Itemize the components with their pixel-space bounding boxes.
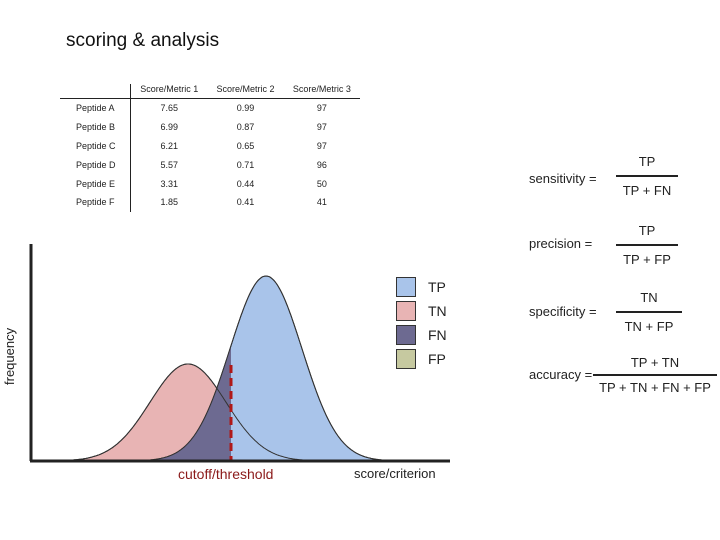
table-row: Peptide A 7.65 0.99 97	[60, 98, 360, 118]
row-label: Peptide E	[60, 174, 131, 193]
cell-metric-2: 0.71	[236, 159, 255, 170]
cell-metric-2: 0.99	[236, 103, 255, 114]
legend: TP TN FN FP	[396, 275, 447, 371]
cell-metric-2: 0.44	[236, 178, 255, 189]
legend-swatch-fp	[396, 349, 416, 369]
cell-metric-1: 6.21	[160, 140, 178, 151]
cell-metric-1: 5.57	[160, 159, 178, 170]
cell-metric-1: 6.99	[160, 122, 178, 133]
row-label: Peptide A	[60, 98, 131, 118]
accuracy-numerator: TP + TN	[630, 355, 680, 370]
cell-metric-3: 96	[316, 159, 327, 170]
legend-label-tn: TN	[428, 303, 447, 319]
legend-label-tp: TP	[428, 279, 446, 295]
cell-metric-3: 97	[316, 122, 327, 133]
row-label: Peptide C	[60, 136, 131, 156]
specificity-fraction: TN TN + FP	[612, 290, 686, 334]
cell-metric-3: 97	[316, 103, 327, 114]
x-axis-label: score/criterion	[354, 466, 436, 481]
specificity-numerator: TN	[640, 290, 658, 305]
table-header-corner	[60, 84, 131, 99]
specificity-fraction-bar	[616, 311, 682, 313]
table-row: Peptide B 6.99 0.87 97	[60, 117, 360, 137]
false-negative-area	[40, 345, 231, 461]
row-label: Peptide D	[60, 155, 131, 175]
distribution-plot	[29, 244, 450, 463]
cell-metric-1: 3.31	[160, 178, 178, 189]
table-header-row: Score/Metric 1 Score/Metric 2 Score/Metr…	[60, 84, 360, 99]
legend-item-fn: FN	[396, 323, 447, 347]
legend-swatch-fn	[396, 325, 416, 345]
accuracy-fraction-bar	[593, 374, 717, 376]
cell-metric-1: 7.65	[160, 103, 178, 114]
legend-label-fp: FP	[428, 351, 446, 367]
table-row: Peptide E 3.31 0.44 50	[60, 174, 360, 193]
legend-swatch-tn	[396, 301, 416, 321]
table-row: Peptide F 1.85 0.41 41	[60, 192, 360, 212]
specificity-denominator: TN + FP	[624, 319, 674, 334]
cell-metric-3: 41	[316, 197, 327, 208]
precision-fraction: TP TP + FP	[612, 223, 682, 267]
sensitivity-numerator: TP	[638, 154, 656, 169]
page-title: scoring & analysis	[66, 30, 220, 51]
precision-fraction-bar	[616, 244, 678, 246]
legend-item-tn: TN	[396, 299, 447, 323]
cell-metric-2: 0.65	[236, 140, 255, 151]
precision-denominator: TP + FP	[623, 252, 671, 267]
table-header-metric-3: Score/Metric 3	[292, 84, 351, 94]
accuracy-fraction: TP + TN TP + TN + FN + FP	[590, 355, 720, 395]
accuracy-denominator: TP + TN + FN + FP	[599, 380, 711, 395]
cell-metric-2: 0.87	[236, 122, 255, 133]
cell-metric-3: 50	[316, 178, 327, 189]
cutoff-label: cutoff/threshold	[178, 466, 274, 482]
table-header-metric-1: Score/Metric 1	[140, 84, 199, 94]
score-table: Score/Metric 1 Score/Metric 2 Score/Metr…	[60, 84, 360, 212]
positive-distribution-curve	[40, 275, 440, 462]
sensitivity-label: sensitivity =	[529, 171, 597, 186]
precision-label: precision =	[529, 236, 593, 251]
cell-metric-1: 1.85	[160, 197, 178, 208]
legend-swatch-tp	[396, 277, 416, 297]
table-header-metric-2: Score/Metric 2	[216, 84, 275, 94]
legend-item-tp: TP	[396, 275, 447, 299]
table-row: Peptide D 5.57 0.71 96	[60, 155, 360, 175]
cell-metric-2: 0.41	[236, 197, 255, 208]
row-label: Peptide F	[60, 192, 131, 212]
sensitivity-denominator: TP + FN	[622, 183, 672, 198]
specificity-label: specificity =	[529, 304, 597, 319]
sensitivity-fraction: TP TP + FN	[612, 154, 682, 198]
cell-metric-3: 97	[316, 140, 327, 151]
legend-label-fn: FN	[428, 327, 447, 343]
accuracy-label: accuracy =	[529, 367, 593, 382]
row-label: Peptide B	[60, 117, 131, 137]
sensitivity-fraction-bar	[616, 175, 678, 177]
legend-item-fp: FP	[396, 347, 447, 371]
y-axis-label: frequency	[2, 327, 17, 385]
table-row: Peptide C 6.21 0.65 97	[60, 136, 360, 156]
precision-numerator: TP	[638, 223, 656, 238]
